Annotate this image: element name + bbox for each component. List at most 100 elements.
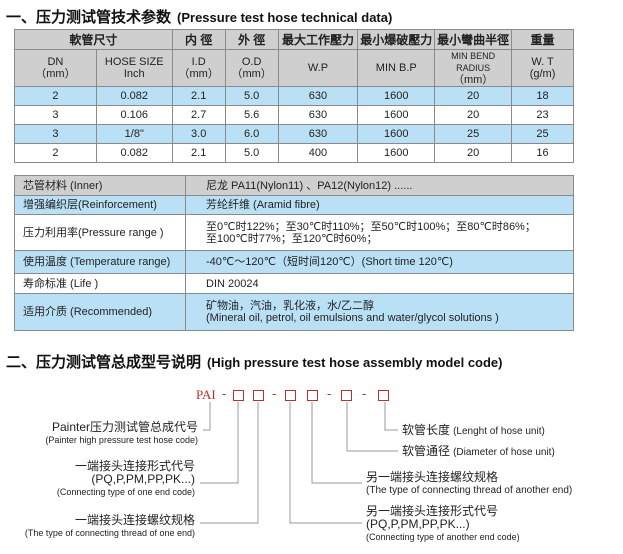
subheader-line: I.D	[191, 56, 206, 68]
subheader-line: DN	[47, 56, 64, 68]
subheader-cell: HOSE SIZE Inch	[95, 49, 173, 87]
label-prefix: Painter压力测试管总成代号 (Painter high pressure t…	[45, 420, 198, 446]
hdr-od: 外 徑	[224, 29, 279, 50]
label-one-end-thread: 一端接头连接螺纹规格 (The type of connecting thread…	[24, 513, 195, 539]
table-cell: 2	[14, 143, 97, 163]
spec-label: 寿命标准 (Life )	[14, 273, 186, 294]
label-other-end-thread: 另一端接头连接螺纹规格 (The type of connecting threa…	[366, 470, 573, 497]
code-box-5	[341, 390, 352, 401]
hdr-hose-size: 軟管尺寸	[14, 29, 173, 50]
subheader-line: （mm）	[35, 68, 76, 80]
section2-title-cn: 二、压力测试管总成型号说明	[6, 354, 202, 371]
dash: -	[362, 386, 367, 401]
spec-table: 芯管材料 (Inner) 尼龙 PA11(Nylon11) 、PA12(Nylon…	[14, 175, 574, 331]
subheader-line: MIN B.P	[375, 62, 417, 74]
subheader-line: （mm）	[231, 68, 272, 80]
subheader-line: MIN BEND RADIUS	[451, 51, 496, 73]
subheader-line: W.P	[307, 62, 329, 74]
line-box6	[384, 402, 398, 431]
subheader-line: (g/m)	[529, 68, 556, 80]
subheader-cell: W.P	[277, 49, 359, 87]
spec-value-line: -40℃～120℃（短时间120℃）(Short time 120℃)	[206, 256, 453, 268]
hdr-bp: 最小爆破壓力	[357, 29, 436, 50]
table-cell: 20	[434, 86, 513, 106]
spec-row: 适用介质 (Recommended) 矿物油，汽油，乳化液，水/乙二醇 (Miner…	[14, 293, 574, 331]
label-diameter: 软管通径 (Diameter of hose unit)	[402, 444, 555, 459]
spec-value: 芳纶纤维 (Aramid fibre)	[185, 195, 574, 215]
hdr-bend: 最小彎曲半徑	[434, 29, 513, 50]
line-prefix	[203, 402, 211, 431]
spec-row: 芯管材料 (Inner) 尼龙 PA11(Nylon11) 、PA12(Nylon…	[14, 175, 574, 196]
table-cell: 16	[511, 143, 574, 163]
line-box1	[200, 402, 239, 484]
table-row: 2 0.082 2.1 5.0 400 1600 20 16	[14, 143, 574, 163]
table-cell: 5.0	[224, 143, 279, 163]
label-other-end-type: 另一端接头连接形式代号 (PQ,P,PM,PP,PK...) (Connecting…	[366, 504, 520, 543]
table-cell: 20	[434, 143, 513, 163]
section1-title: 一、压力测试管技术参数 (Pressure test hose technical…	[6, 6, 392, 27]
hdr-weight: 重量	[511, 29, 574, 50]
subheader-cell: MIN BEND RADIUS （mm）	[434, 49, 513, 87]
spec-value-line: 尼龙 PA11(Nylon11) 、PA12(Nylon12) ......	[206, 179, 413, 192]
subheader-line: （mm）	[452, 74, 494, 86]
spec-value: 尼龙 PA11(Nylon11) 、PA12(Nylon12) ......	[185, 175, 574, 196]
section2-title: 二、压力测试管总成型号说明 (High pressure test hose as…	[6, 351, 503, 372]
subheader-line: HOSE SIZE	[104, 56, 164, 68]
code-box-2	[253, 390, 264, 401]
spec-row: 压力利用率(Pressure range ) 至0℃时122%；至30℃时110%…	[14, 214, 574, 251]
subheader-cell: W. T (g/m)	[511, 49, 574, 87]
subheader-line: Inch	[123, 68, 145, 80]
table-cell: 1600	[357, 143, 436, 163]
spec-label: 使用温度 (Temperature range)	[14, 250, 186, 274]
hdr-id: 内 徑	[171, 29, 226, 50]
spec-value: -40℃～120℃（短时间120℃）(Short time 120℃)	[185, 250, 574, 274]
code-box-4	[307, 390, 318, 401]
line-box4	[311, 402, 362, 484]
code-box-6	[378, 390, 389, 401]
spec-value-line: (Mineral oil, petrol, oil emulsions and …	[206, 312, 499, 324]
spec-label: 增强编织层(Reinforcement)	[14, 195, 186, 215]
subheader-line: W. T	[531, 56, 554, 68]
table-cell: 1/8"	[95, 124, 173, 144]
line-box3	[289, 402, 362, 524]
spec-row: 寿命标准 (Life ) DIN 20024	[14, 273, 574, 294]
table-cell: 400	[277, 143, 359, 163]
label-length: 软管长度 (Lenght of hose unit)	[402, 423, 545, 438]
table-cell: 630	[277, 86, 359, 106]
spec-label: 适用介质 (Recommended)	[14, 293, 186, 331]
code-box-1	[233, 390, 244, 401]
table-cell: 1600	[357, 105, 436, 125]
line-box5	[346, 402, 398, 452]
line-box2	[200, 402, 259, 524]
spec-value: 至0℃时122%；至30℃时110%；至50℃时100%；至80℃时86%； 至1…	[185, 214, 574, 251]
subheader-cell: I.D （mm）	[171, 49, 226, 87]
spec-value-line: DIN 20024	[206, 277, 259, 290]
table-row: 2 0.082 2.1 5.0 630 1600 20 18	[14, 86, 574, 106]
spec-value-line: 至100℃时77%；至120℃时60%；	[206, 232, 378, 245]
section2-title-en: (High pressure test hose assembly model …	[207, 355, 503, 370]
subheader-line: （mm）	[178, 68, 219, 80]
table-cell: 5.0	[224, 86, 279, 106]
spec-value-line: 矿物油，汽油，乳化液，水/乙二醇	[206, 300, 375, 312]
table-cell: 2	[14, 86, 97, 106]
model-prefix: PAI	[196, 387, 216, 402]
table-cell: 25	[511, 124, 574, 144]
dash: -	[272, 386, 277, 401]
dash: -	[222, 386, 227, 401]
section1-title-en: (Pressure test hose technical data)	[177, 10, 393, 25]
subheader-line: O.D	[241, 56, 262, 68]
label-one-end-type: 一端接头连接形式代号 (PQ,P,PM,PP,PK...) (Connecting …	[56, 459, 195, 498]
spec-value: 矿物油，汽油，乳化液，水/乙二醇 (Mineral oil, petrol, oi…	[185, 293, 574, 331]
spec-label: 芯管材料 (Inner)	[14, 175, 186, 196]
table-cell: 0.082	[95, 86, 173, 106]
spec-value-line: 至0℃时122%；至30℃时110%；至50℃时100%；至80℃时86%；	[206, 220, 536, 233]
section1-title-cn: 一、压力测试管技术参数	[6, 9, 172, 26]
code-box-3	[285, 390, 296, 401]
tech-data-table: 軟管尺寸 内 徑 外 徑 最大工作壓力 最小爆破壓力 最小彎曲半徑 重量 DN （…	[14, 29, 574, 163]
table-cell: 3	[14, 124, 97, 144]
spec-row: 增强编织层(Reinforcement) 芳纶纤维 (Aramid fibre)	[14, 195, 574, 215]
spec-value-line: 芳纶纤维 (Aramid fibre)	[206, 199, 320, 211]
table-cell: 2.1	[171, 143, 226, 163]
dash: -	[327, 386, 332, 401]
